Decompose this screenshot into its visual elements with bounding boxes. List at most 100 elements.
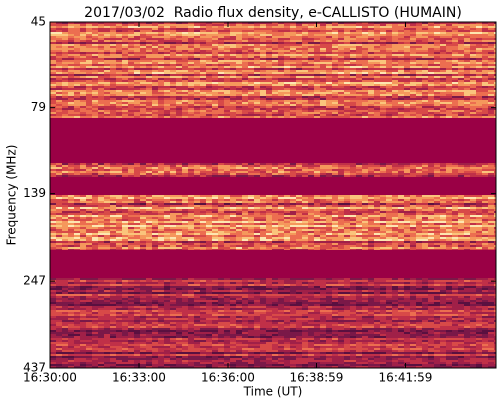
spectrogram-cell	[122, 215, 128, 217]
spectrogram-cell	[104, 24, 110, 26]
spectrogram-cell	[476, 40, 482, 42]
spectrogram-cell	[314, 94, 320, 96]
spectrogram-cell	[344, 50, 350, 52]
spectrogram-cell	[146, 38, 152, 40]
spectrogram-cell	[206, 100, 212, 102]
spectrogram-cell	[308, 169, 314, 171]
spectrogram-cell	[302, 88, 308, 90]
spectrogram-cell	[488, 68, 494, 70]
spectrogram-cell	[98, 217, 104, 219]
spectrogram-cell	[236, 68, 242, 70]
spectrogram-cell	[212, 28, 218, 30]
spectrogram-cell	[116, 56, 122, 58]
spectrogram-cell	[362, 207, 368, 209]
spectrogram-cell	[80, 56, 86, 58]
spectrogram-cell	[284, 114, 290, 116]
spectrogram-cell	[302, 175, 308, 177]
spectrogram-cell	[224, 112, 230, 114]
spectrogram-cell	[482, 163, 488, 165]
spectrogram-cell	[188, 44, 194, 46]
spectrogram-cell	[458, 42, 464, 44]
spectrogram-cell	[260, 74, 266, 76]
spectrogram-cell	[278, 112, 284, 114]
spectrogram-cell	[68, 86, 74, 88]
spectrogram-cell	[440, 211, 446, 213]
spectrogram-cell	[212, 26, 218, 28]
spectrogram-cell	[248, 207, 254, 209]
spectrogram-cell	[476, 116, 482, 118]
spectrogram-cell	[224, 201, 230, 203]
spectrogram-cell	[188, 165, 194, 167]
spectrogram-cell	[494, 64, 496, 66]
spectrogram-cell	[428, 64, 434, 66]
spectrogram-cell	[56, 114, 62, 116]
spectrogram-cell	[188, 203, 194, 205]
spectrogram-cell	[362, 100, 368, 102]
spectrogram-cell	[422, 38, 428, 40]
spectrogram-cell	[446, 76, 452, 78]
spectrogram-cell	[230, 197, 236, 199]
spectrogram-cell	[170, 171, 176, 173]
spectrogram-cell	[248, 167, 254, 169]
spectrogram-cell	[242, 30, 248, 32]
spectrogram-cell	[92, 199, 98, 201]
spectrogram-cell	[68, 82, 74, 84]
spectrogram-cell	[350, 106, 356, 108]
spectrogram-cell	[464, 60, 470, 62]
spectrogram-cell	[410, 28, 416, 30]
spectrogram-cell	[374, 205, 380, 207]
spectrogram-cell	[230, 32, 236, 34]
spectrogram-cell	[398, 173, 404, 175]
spectrogram-cell	[236, 94, 242, 96]
spectrogram-cell	[176, 106, 182, 108]
spectrogram-cell	[290, 106, 296, 108]
spectrogram-cell	[278, 169, 284, 171]
spectrogram-cell	[440, 60, 446, 62]
spectrogram-cell	[170, 58, 176, 60]
spectrogram-cell	[278, 84, 284, 86]
spectrogram-cell	[314, 215, 320, 217]
spectrogram-cell	[374, 22, 380, 24]
spectrogram-cell	[146, 26, 152, 28]
spectrogram-cell	[206, 96, 212, 98]
spectrogram-cell	[266, 102, 272, 104]
spectrogram-cell	[92, 104, 98, 106]
spectrogram-cell	[362, 199, 368, 201]
spectrogram-cell	[224, 74, 230, 76]
spectrogram-cell	[458, 26, 464, 28]
spectrogram-cell	[428, 68, 434, 70]
spectrogram-cell	[296, 92, 302, 94]
spectrogram-cell	[68, 52, 74, 54]
spectrogram-cell	[212, 32, 218, 34]
spectrogram-cell	[368, 76, 374, 78]
spectrogram-cell	[146, 88, 152, 90]
spectrogram-cell	[206, 62, 212, 64]
spectrogram-cell	[314, 110, 320, 112]
spectrogram-cell	[476, 90, 482, 92]
spectrogram-cell	[482, 201, 488, 203]
spectrogram-cell	[260, 54, 266, 56]
spectrogram-cell	[158, 42, 164, 44]
spectrogram-cell	[422, 94, 428, 96]
spectrogram-cell	[380, 30, 386, 32]
spectrogram-cell	[410, 207, 416, 209]
spectrogram-cell	[224, 171, 230, 173]
spectrogram-cell	[170, 110, 176, 112]
spectrogram-cell	[218, 28, 224, 30]
spectrogram-cell	[80, 34, 86, 36]
spectrogram-cell	[80, 167, 86, 169]
spectrogram-cell	[326, 110, 332, 112]
spectrogram-cell	[140, 92, 146, 94]
spectrogram-cell	[134, 74, 140, 76]
spectrogram-cell	[230, 60, 236, 62]
spectrogram-cell	[254, 40, 260, 42]
spectrogram-cell	[164, 100, 170, 102]
spectrogram-cell	[74, 207, 80, 209]
spectrogram-cell	[392, 209, 398, 211]
spectrogram-cell	[236, 88, 242, 90]
spectrogram-cell	[50, 201, 56, 203]
spectrogram-cell	[176, 175, 182, 177]
spectrogram-cell	[488, 104, 494, 106]
spectrogram-cell	[164, 76, 170, 78]
spectrogram-cell	[344, 80, 350, 82]
